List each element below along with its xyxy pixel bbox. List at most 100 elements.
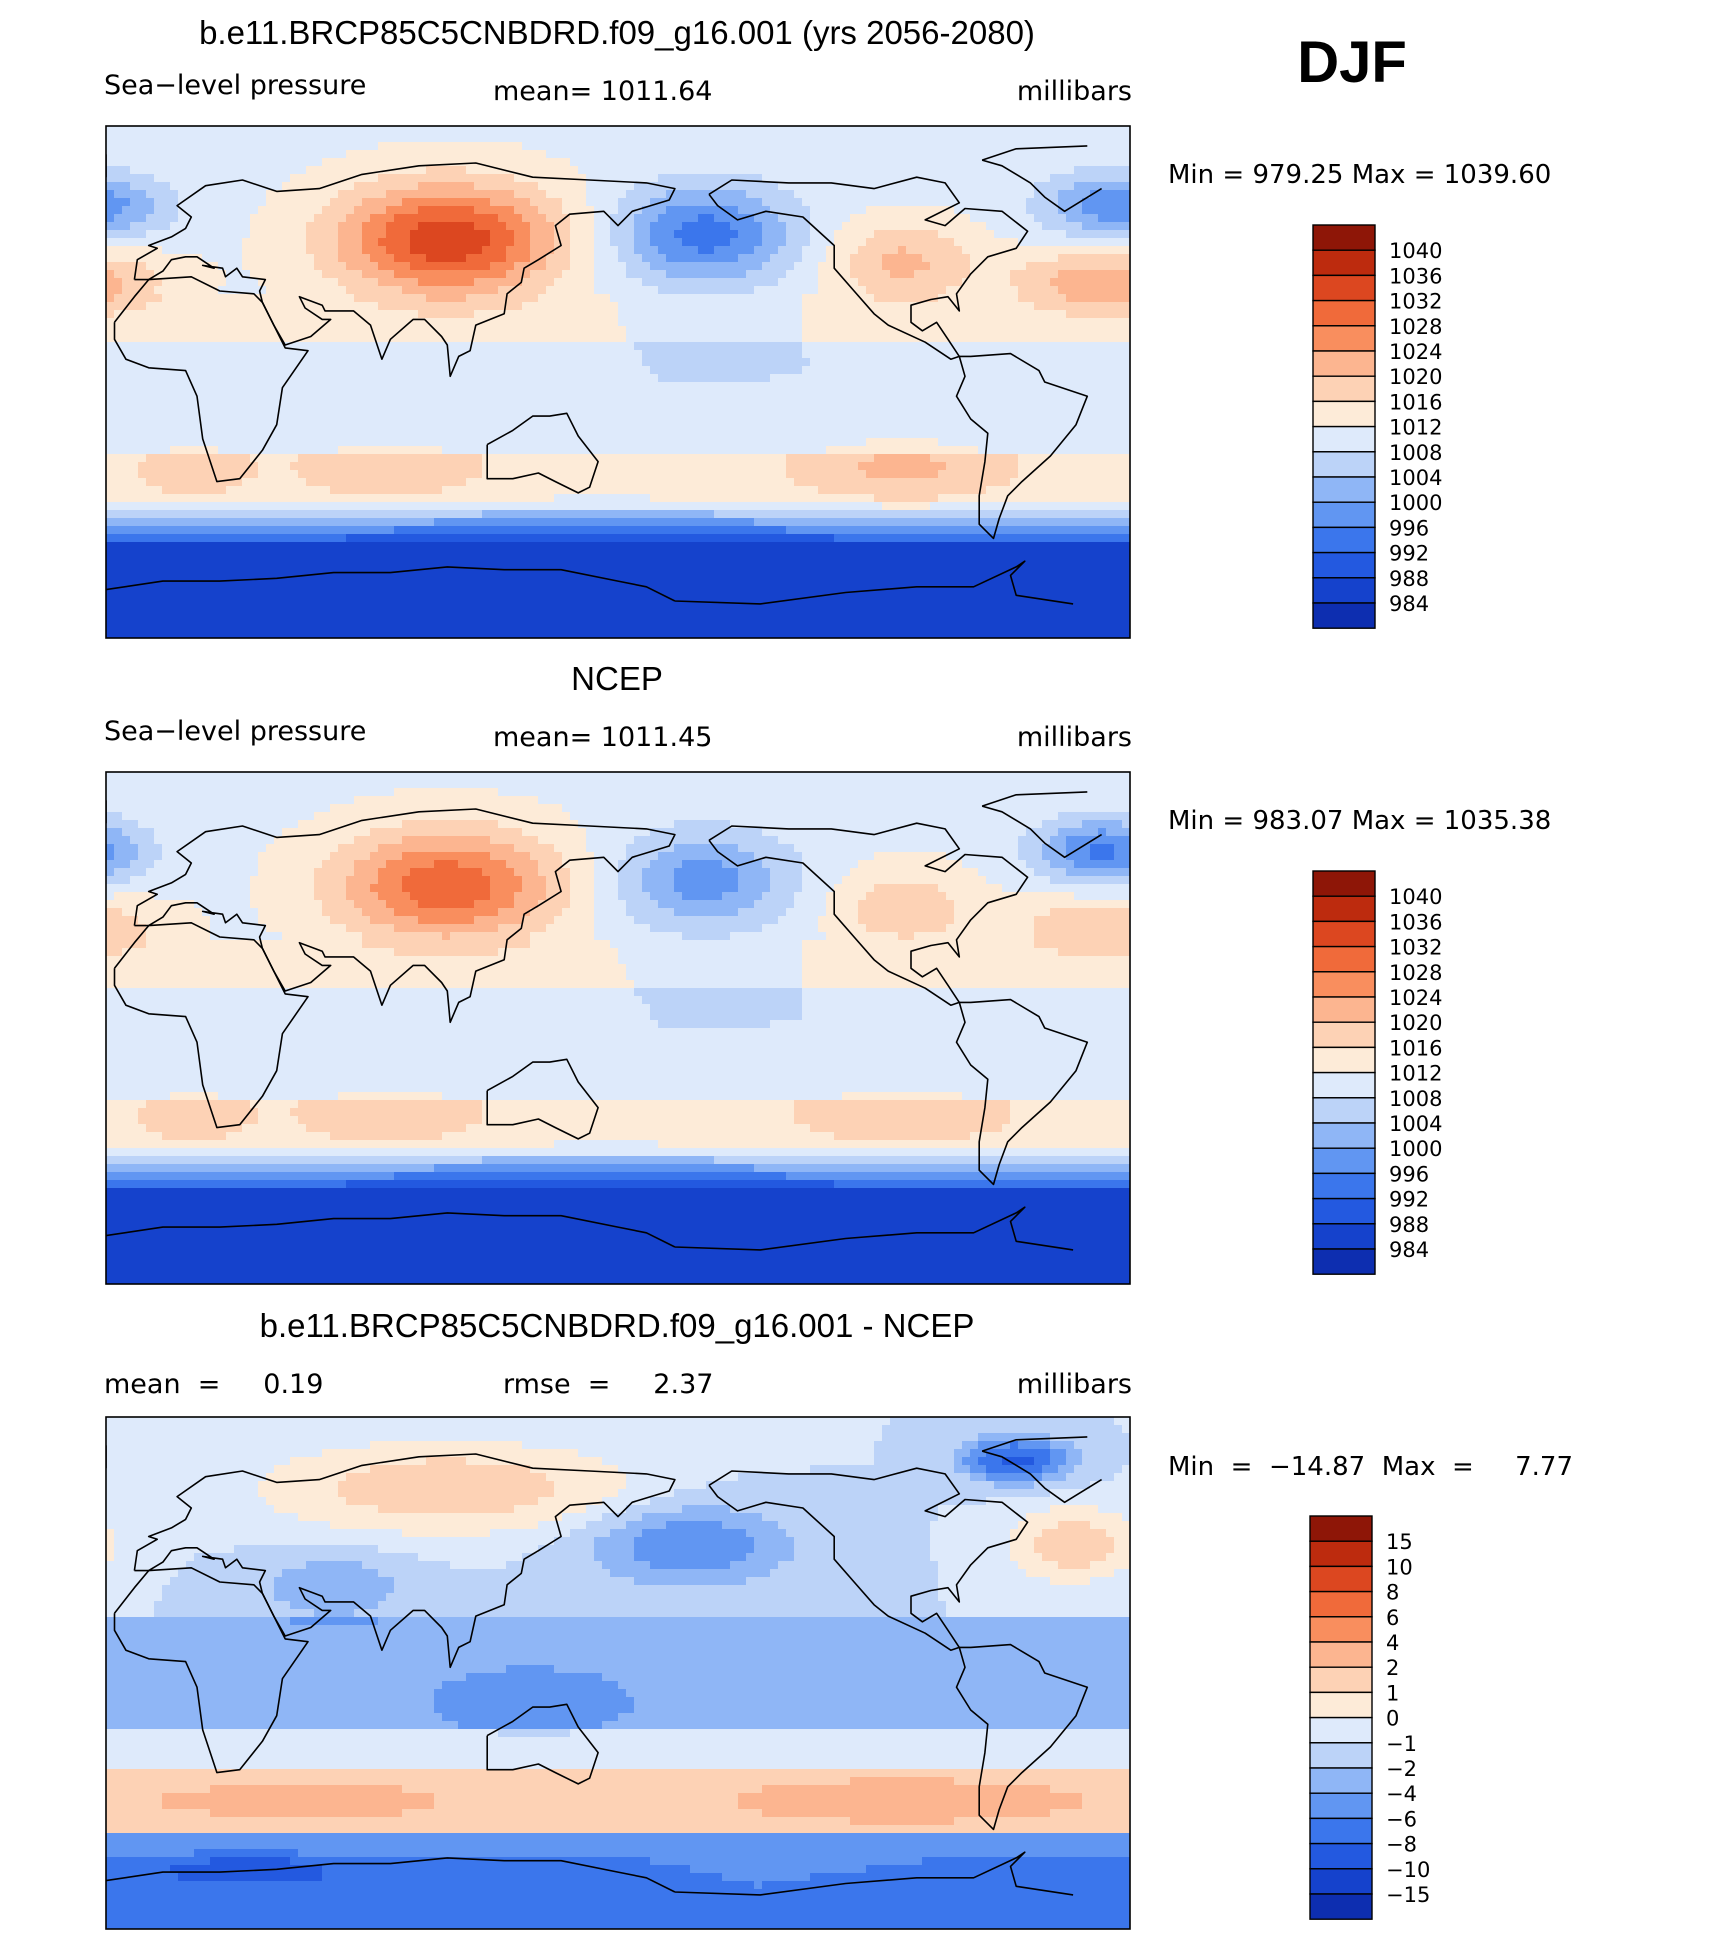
field-cell: [594, 294, 603, 303]
field-cell: [754, 278, 763, 287]
field-cell: [386, 350, 395, 359]
field-cell: [506, 366, 515, 375]
field-cell: [882, 366, 891, 375]
field-cell: [698, 310, 707, 319]
field-cell: [306, 334, 315, 343]
field-cell: [106, 182, 115, 191]
field-cell: [178, 318, 187, 327]
field-cell: [442, 262, 451, 271]
field-cell: [954, 334, 963, 343]
field-cell: [1066, 134, 1075, 143]
field-cell: [610, 238, 619, 247]
field-cell: [914, 398, 923, 407]
field-cell: [530, 238, 539, 247]
field-cell: [762, 342, 771, 351]
field-cell: [1082, 390, 1091, 399]
field-cell: [810, 350, 819, 359]
field-cell: [578, 382, 587, 391]
field-cell: [810, 182, 819, 191]
field-cell: [514, 166, 523, 175]
field-cell: [466, 302, 475, 311]
field-cell: [762, 430, 771, 439]
field-cell: [154, 358, 163, 367]
field-cell: [314, 166, 323, 175]
field-cell: [538, 278, 547, 287]
field-cell: [650, 326, 659, 335]
field-cell: [282, 246, 291, 255]
field-cell: [882, 382, 891, 391]
field-cell: [746, 134, 755, 143]
field-cell: [650, 166, 659, 175]
field-cell: [170, 422, 179, 431]
field-cell: [370, 190, 379, 199]
field-cell: [586, 142, 595, 151]
field-cell: [530, 310, 539, 319]
field-cell: [290, 222, 299, 231]
field-cell: [1106, 422, 1115, 431]
field-cell: [122, 182, 131, 191]
field-cell: [1114, 406, 1123, 415]
field-cell: [218, 182, 227, 191]
field-cell: [906, 182, 915, 191]
field-cell: [242, 206, 251, 215]
field-cell: [322, 238, 331, 247]
field-cell: [154, 262, 163, 271]
field-cell: [426, 406, 435, 415]
field-cell: [218, 334, 227, 343]
field-cell: [234, 358, 243, 367]
field-cell: [970, 358, 979, 367]
field-cell: [210, 246, 219, 255]
field-cell: [858, 342, 867, 351]
field-cell: [138, 406, 147, 415]
field-cell: [210, 166, 219, 175]
field-cell: [578, 166, 587, 175]
field-cell: [650, 238, 659, 247]
field-cell: [258, 326, 267, 335]
field-cell: [618, 286, 627, 295]
field-cell: [330, 238, 339, 247]
field-cell: [210, 406, 219, 415]
field-cell: [394, 134, 403, 143]
field-cell: [554, 198, 563, 207]
field-cell: [674, 350, 683, 359]
field-cell: [242, 430, 251, 439]
field-cell: [154, 286, 163, 295]
field-cell: [1050, 374, 1059, 383]
field-cell: [490, 422, 499, 431]
field-cell: [402, 342, 411, 351]
field-cell: [426, 278, 435, 287]
field-cell: [882, 374, 891, 383]
field-cell: [626, 406, 635, 415]
field-cell: [186, 270, 195, 279]
field-cell: [122, 382, 131, 391]
field-cell: [858, 214, 867, 223]
field-cell: [706, 398, 715, 407]
field-cell: [762, 390, 771, 399]
field-cell: [554, 238, 563, 247]
field-cell: [1010, 406, 1019, 415]
field-cell: [850, 374, 859, 383]
field-cell: [290, 214, 299, 223]
field-cell: [106, 134, 115, 143]
panel-1-variable-label: Sea−level pressure: [104, 70, 366, 101]
field-cell: [1050, 302, 1059, 311]
field-cell: [418, 270, 427, 279]
field-cell: [402, 382, 411, 391]
field-cell: [338, 134, 347, 143]
field-cell: [426, 374, 435, 383]
field-cell: [314, 142, 323, 151]
field-cell: [442, 126, 451, 135]
field-cell: [434, 286, 443, 295]
field-cell: [402, 374, 411, 383]
field-cell: [826, 230, 835, 239]
field-cell: [714, 158, 723, 167]
field-cell: [1090, 158, 1099, 167]
field-cell: [730, 422, 739, 431]
field-cell: [402, 294, 411, 303]
field-cell: [914, 286, 923, 295]
field-cell: [762, 334, 771, 343]
field-cell: [1106, 166, 1115, 175]
field-cell: [378, 230, 387, 239]
field-cell: [306, 254, 315, 263]
field-cell: [306, 374, 315, 383]
